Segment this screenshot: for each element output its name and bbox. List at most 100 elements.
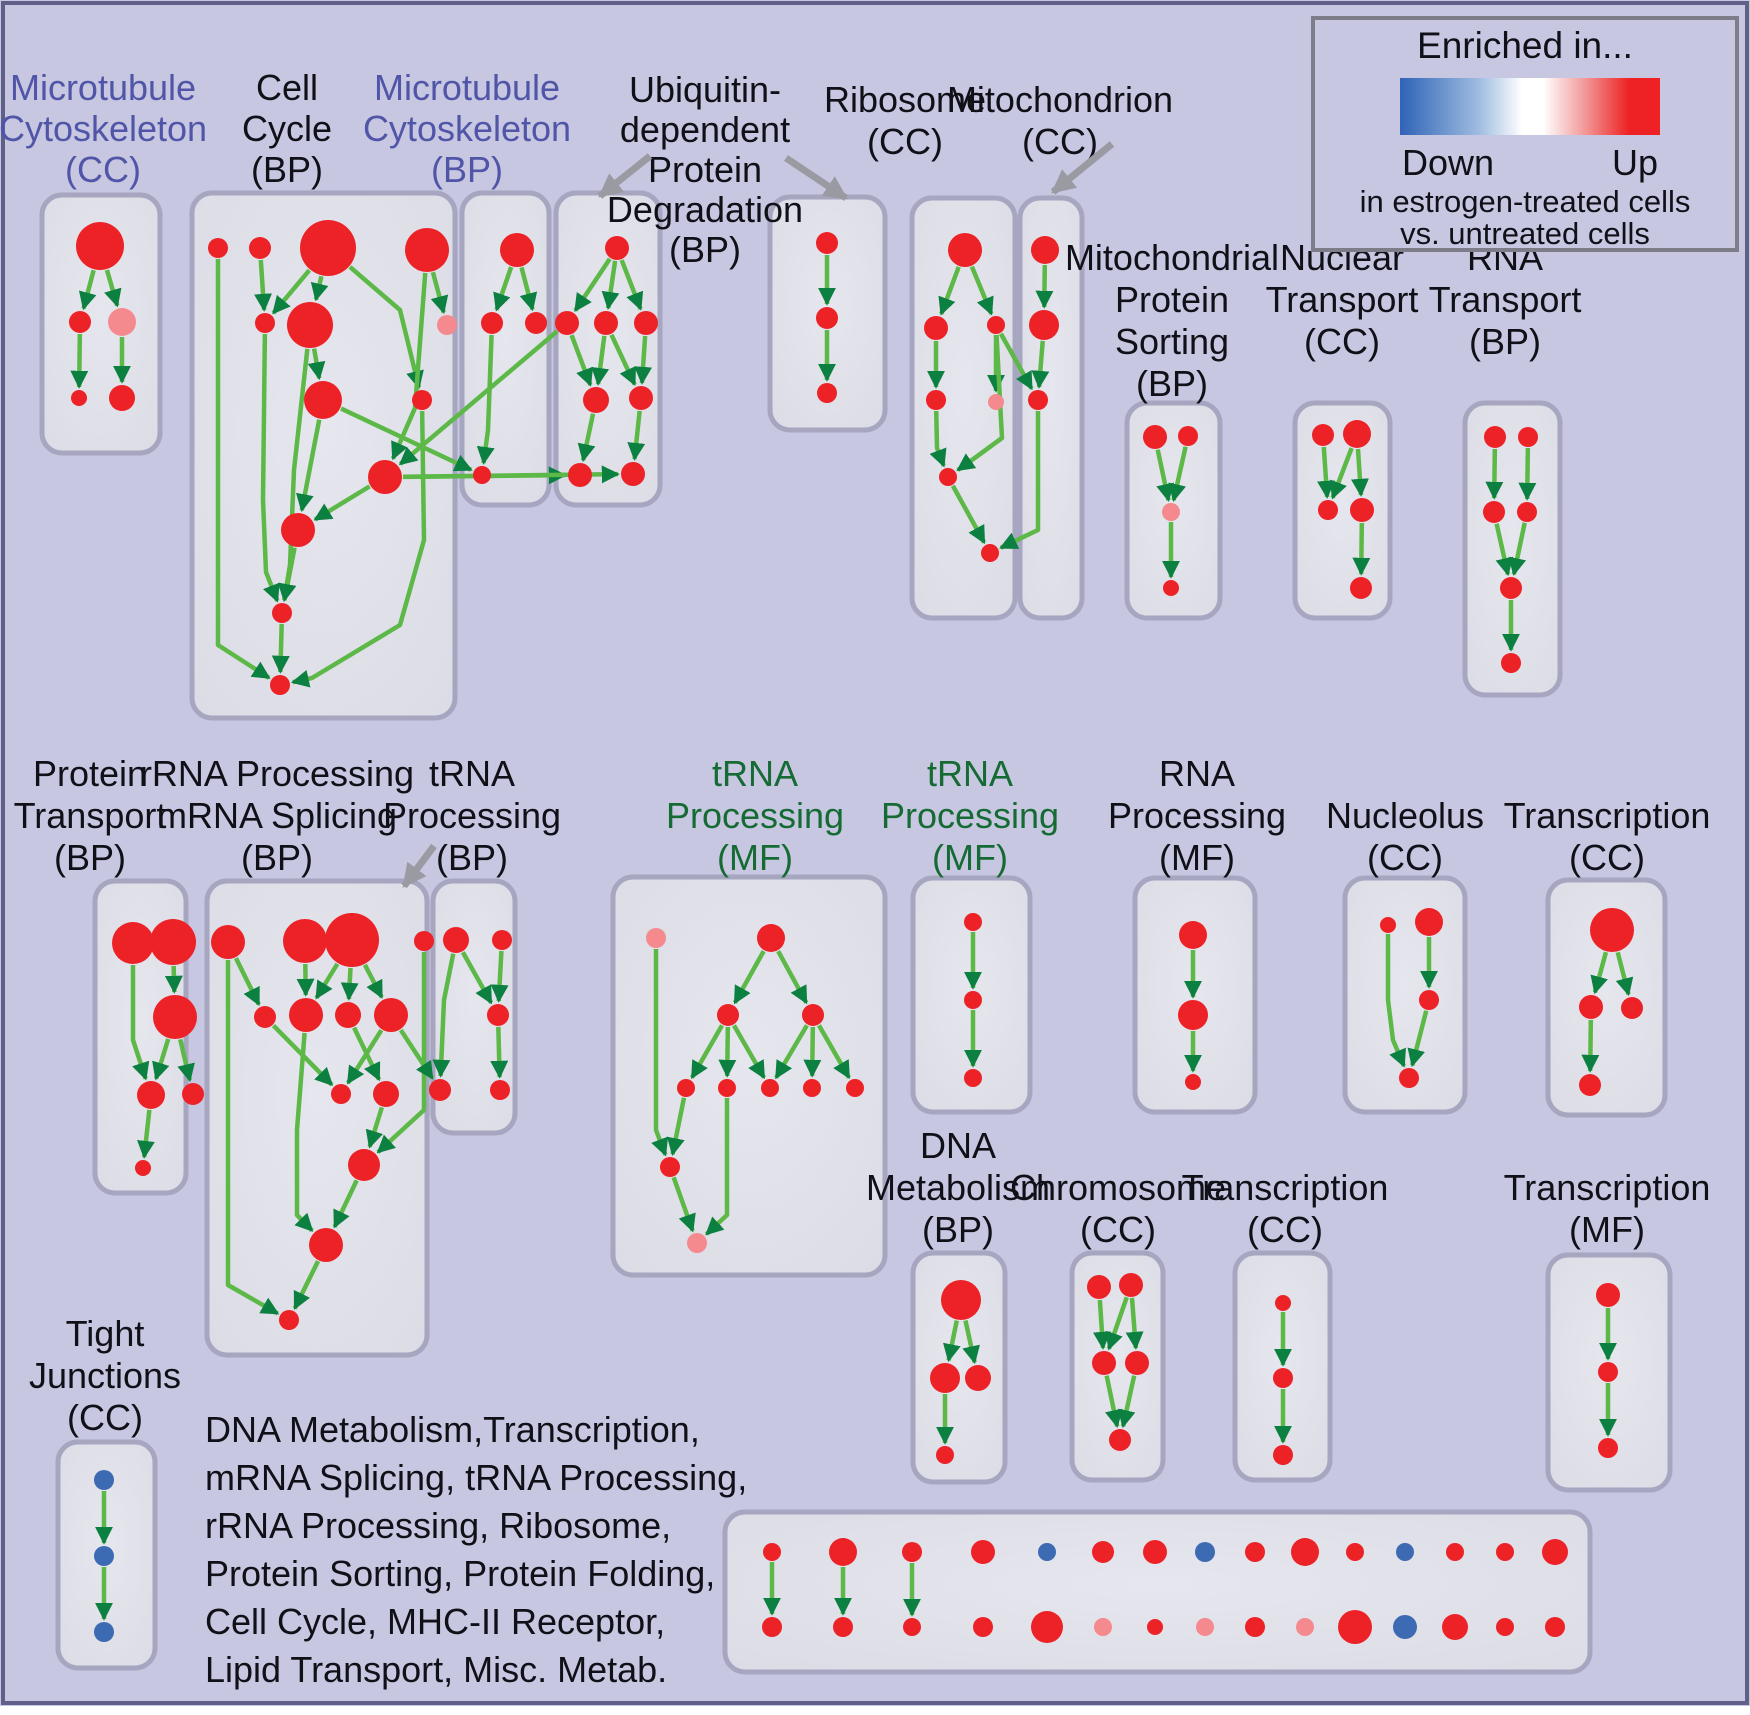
- go-term-node: [965, 1365, 991, 1391]
- label-pointer-arrow-mitochondrion-to-box: [1050, 141, 1115, 195]
- relation-edge: [1352, 522, 1371, 576]
- go-term-node: [1590, 908, 1634, 952]
- go-term-node: [1542, 1539, 1568, 1565]
- go-term-node: [289, 998, 323, 1032]
- go-term-node: [594, 311, 618, 335]
- go-term-node: [211, 925, 245, 959]
- go-term-node: [687, 1233, 707, 1253]
- go-term-node: [473, 466, 491, 484]
- cluster-label-transcription-mf: Transcription (MF): [1504, 1167, 1711, 1250]
- cluster-label-microtubule-bp: Microtubule Cytoskeleton (BP): [363, 67, 571, 190]
- go-term-node: [930, 1363, 960, 1393]
- relation-edge: [70, 333, 89, 389]
- go-term-node: [1143, 425, 1167, 449]
- relation-edge: [365, 1106, 385, 1149]
- go-term-node: [1518, 427, 1538, 447]
- label-pointer-arrow-ubiquitin-to-left-box: [597, 153, 653, 199]
- relation-edge: [430, 271, 449, 315]
- relation-edge: [1385, 934, 1407, 1068]
- relation-edge: [152, 1038, 171, 1081]
- go-term-node: [1185, 1074, 1201, 1090]
- relation-edge: [938, 266, 961, 316]
- go-term-node: [1318, 500, 1338, 520]
- relation-edge: [732, 1024, 766, 1080]
- go-term-node: [414, 931, 434, 951]
- go-term-node: [109, 385, 135, 411]
- box-transcription-cc-1: [1545, 877, 1668, 1118]
- go-term-node: [941, 1280, 981, 1320]
- go-term-node: [629, 386, 653, 410]
- go-term-node: [1196, 1618, 1214, 1636]
- relation-edge: [460, 951, 494, 1005]
- relation-edge: [292, 1260, 321, 1310]
- relation-edge: [271, 268, 312, 315]
- go-term-node: [1029, 310, 1059, 340]
- relation-edge: [1155, 449, 1174, 503]
- go-term-node: [71, 390, 87, 406]
- cluster-label-microtubule-cc: Microtubule Cytoskeleton (CC): [0, 67, 207, 190]
- go-term-node: [936, 1446, 954, 1464]
- relation-edge: [1350, 448, 1369, 497]
- relation-edge: [295, 419, 322, 513]
- legend-gradient-bar: [1400, 78, 1660, 135]
- go-term-node: [1143, 1540, 1167, 1564]
- go-term-node: [761, 1079, 779, 1097]
- relation-edge: [398, 329, 559, 466]
- go-term-node: [405, 228, 449, 272]
- relation-edge: [1485, 448, 1504, 500]
- go-term-node: [300, 220, 356, 276]
- relation-edge: [1168, 446, 1188, 503]
- relation-edge: [601, 260, 620, 310]
- box-nuclear-transport-cc: [1292, 400, 1393, 621]
- go-term-node: [500, 233, 534, 267]
- go-term-node: [926, 390, 946, 410]
- relation-edge: [776, 950, 809, 1005]
- go-term-node: [153, 995, 197, 1039]
- go-term-node: [1484, 426, 1506, 448]
- go-term-node: [135, 1160, 151, 1176]
- relation-edge: [314, 962, 340, 1000]
- relation-edge: [164, 965, 183, 994]
- box-microtubule-bp: [459, 190, 552, 508]
- go-term-node: [939, 468, 957, 486]
- relation-edge: [577, 413, 596, 463]
- go-term-node: [987, 316, 1005, 334]
- go-term-node: [660, 1157, 680, 1177]
- go-term-node: [816, 232, 838, 254]
- relation-edge: [956, 334, 1005, 472]
- label-pointer-arrow-ubiquitin-to-right-box: [784, 155, 848, 201]
- relation-edge: [225, 960, 280, 1316]
- go-term-node: [971, 1540, 995, 1564]
- relation-edge: [260, 333, 280, 603]
- relation-edge: [519, 266, 538, 312]
- go-term-node: [443, 927, 469, 953]
- go-term-node: [1596, 1283, 1620, 1307]
- relation-edge: [137, 1109, 155, 1159]
- misc-categories-note: DNA Metabolism,Transcription, mRNA Splici…: [205, 1409, 747, 1690]
- go-term-node: [490, 1080, 510, 1100]
- go-term-node: [487, 1004, 509, 1026]
- go-term-node: [763, 1543, 781, 1561]
- go-term-node: [1446, 1543, 1464, 1561]
- go-term-node: [757, 924, 785, 952]
- go-term-node: [325, 913, 379, 967]
- go-term-node: [1415, 908, 1443, 936]
- relation-edge: [1407, 1010, 1429, 1068]
- cluster-label-trna-bp: tRNA Processing (BP): [383, 753, 561, 878]
- go-term-node: [1517, 502, 1537, 522]
- go-term-node: [1028, 390, 1048, 410]
- go-term-node: [1500, 577, 1522, 599]
- relation-edge: [627, 410, 646, 461]
- relation-edge: [294, 1032, 314, 1233]
- box-rrna-mrna-bp: [204, 878, 430, 1358]
- go-term-node: [1483, 501, 1505, 523]
- go-term-node: [964, 991, 982, 1009]
- legend-up-label: Up: [1612, 142, 1658, 183]
- cluster-label-trna-mf-large: tRNA Processing (MF): [666, 753, 844, 878]
- go-term-node: [1273, 1445, 1293, 1465]
- go-term-node: [373, 1081, 399, 1107]
- go-term-node: [902, 1542, 922, 1562]
- go-term-node: [583, 387, 609, 413]
